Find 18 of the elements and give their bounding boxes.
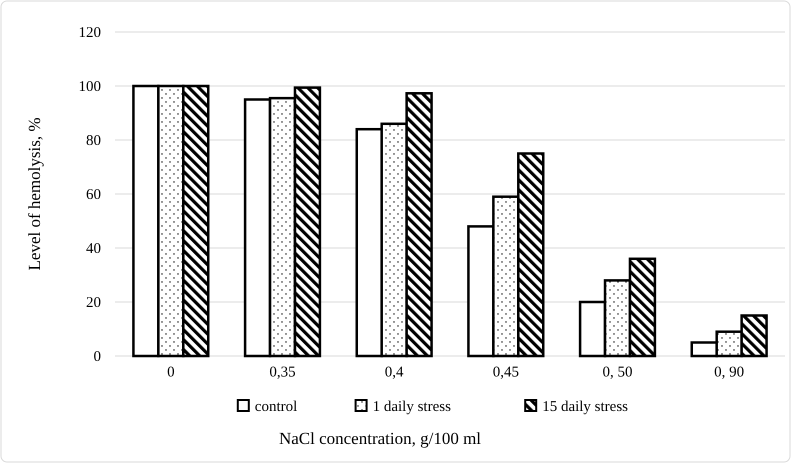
y-tick-label: 0 (94, 348, 101, 365)
y-axis-title: Level of hemolysis, % (25, 118, 44, 270)
x-tick-label: 0, 90 (714, 364, 744, 381)
y-tick-label: 20 (86, 294, 101, 311)
x-axis-title: NaCl concentration, g/100 ml (278, 429, 482, 448)
y-tick-label: 60 (86, 186, 101, 203)
x-tick-label: 0,35 (269, 364, 296, 381)
y-tick-label: 120 (78, 24, 101, 41)
y-tick-label: 100 (78, 78, 101, 95)
x-tick-label: 0, 50 (602, 364, 632, 381)
legend-label: control (254, 399, 298, 415)
legend-label: 15 daily stress (542, 399, 628, 415)
y-tick-label: 80 (86, 132, 101, 149)
legend-label: 1 daily stress (372, 399, 452, 415)
x-tick-label: 0,4 (384, 364, 404, 381)
x-tick-label: 0 (167, 364, 175, 381)
x-tick-label: 0,45 (492, 364, 519, 381)
y-tick-label: 40 (86, 240, 101, 257)
